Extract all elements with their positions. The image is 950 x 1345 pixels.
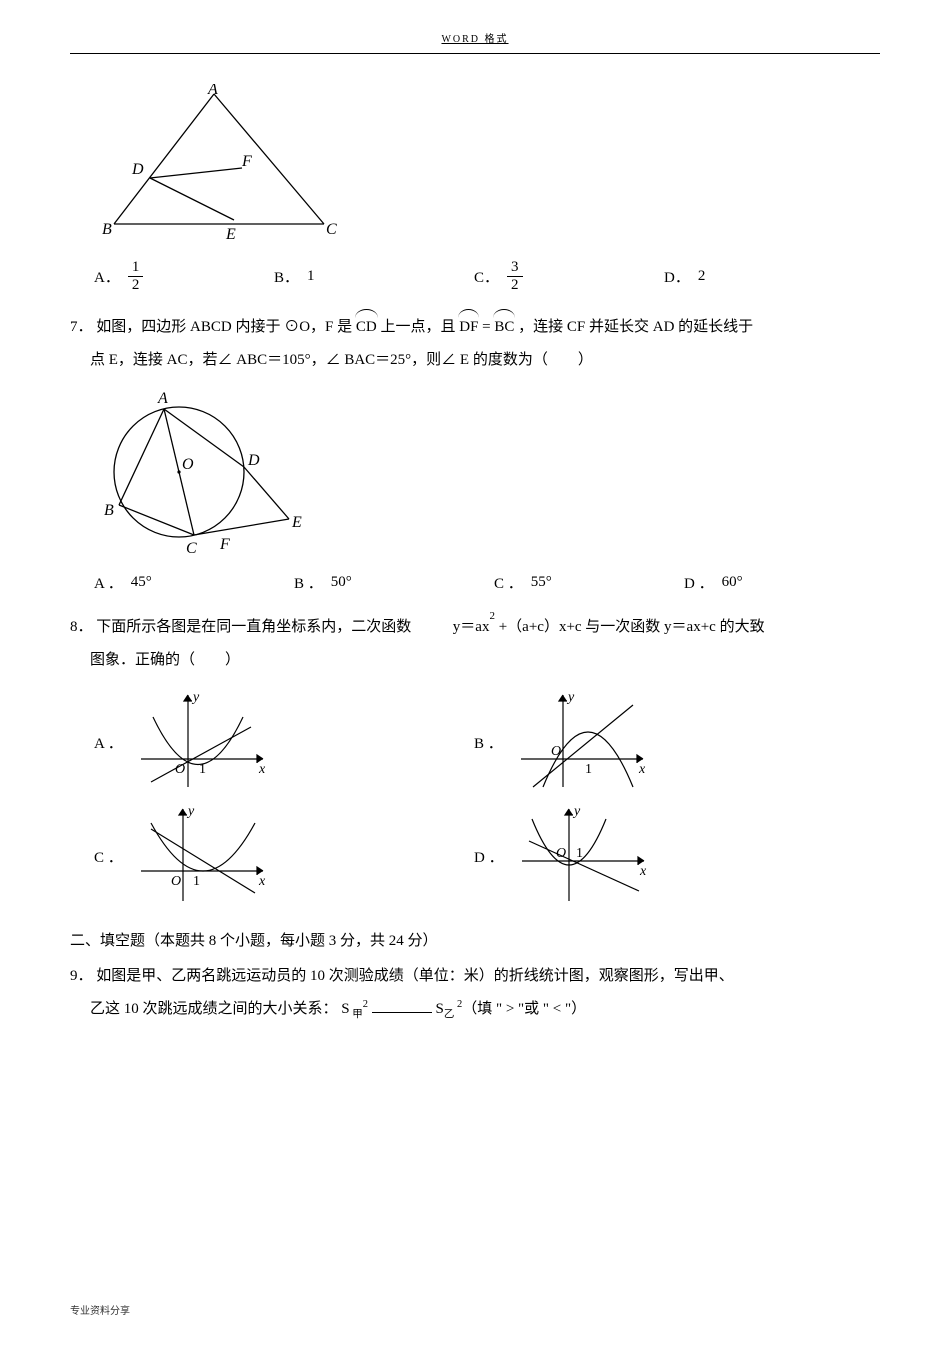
q6-opt-d-value: 2 xyxy=(698,268,706,285)
q7-pt-D: D xyxy=(247,452,260,469)
q7-opt-c-value: 55° xyxy=(531,574,552,591)
arc-bc: BC xyxy=(494,311,514,344)
q9-num: 9． xyxy=(70,968,93,984)
q9-sub2: 乙 xyxy=(444,1009,455,1020)
svg-text:x: x xyxy=(258,874,266,889)
q7-options: A ． 45° B ． 50° C ． 55° D ． 60° xyxy=(94,572,880,593)
q9-text-2d: （填 " > "或 " < "） xyxy=(462,1001,586,1017)
q6-opt-c-value: 3 2 xyxy=(507,259,523,293)
q6-options: A． 1 2 B． 1 C． 3 2 D． 2 xyxy=(94,259,880,293)
svg-text:O: O xyxy=(175,762,185,777)
svg-text:x: x xyxy=(258,762,266,777)
q7-text-1: 如图，四边形 ABCD 内接于 ⊙O，F 是 xyxy=(96,319,356,335)
q7-text-3: 点 E，连接 AC，若∠ ABC＝105°，∠ BAC＝25°，则∠ E 的度数… xyxy=(90,352,593,368)
q7-pt-E: E xyxy=(291,514,302,531)
svg-text:O: O xyxy=(556,846,566,861)
q7-pt-F: F xyxy=(219,536,230,553)
q6-opt-b-label: B． xyxy=(274,266,299,287)
pt-A: A xyxy=(207,84,218,98)
q6-opt-d-label: D． xyxy=(664,266,690,287)
svg-text:y: y xyxy=(572,804,581,819)
q7-pt-C: C xyxy=(186,540,197,557)
arc-df: DF xyxy=(459,311,478,344)
q8-num: 8． xyxy=(70,619,93,635)
q9-text-1: 如图是甲、乙两名跳远运动员的 10 次测验成绩（单位：米）的折线统计图，观察图形… xyxy=(96,968,734,984)
header-rule xyxy=(70,53,880,54)
q7-text-1b: 上一点，且 xyxy=(380,319,459,335)
q7-opt-d-label: D ． xyxy=(684,572,714,593)
q7-text-2: ，连接 CF 并延长交 AD 的延长线于 xyxy=(518,319,753,335)
svg-text:x: x xyxy=(638,762,646,777)
q8-eq-sup: 2 xyxy=(489,610,495,622)
pt-C: C xyxy=(326,221,337,238)
q8-text-2: 图象．正确的（ ） xyxy=(90,652,240,668)
svg-text:y: y xyxy=(566,690,575,705)
q8-opt-d-label: D ． xyxy=(474,846,504,867)
q8-eq-post: +（a+c）x+c 与一次函数 y＝ax+c 的大致 xyxy=(495,619,765,635)
q8-opt-a-label: A ． xyxy=(94,732,123,753)
pt-F: F xyxy=(241,153,252,170)
page-header: WORD 格式 xyxy=(70,30,880,45)
q7-pt-O: O xyxy=(182,456,194,473)
q9: 9． 如图是甲、乙两名跳远运动员的 10 次测验成绩（单位：米）的折线统计图，观… xyxy=(70,960,880,1026)
q8-opt-b-label: B ． xyxy=(474,732,503,753)
pt-D: D xyxy=(131,161,144,178)
q8-graphs-row1: A ． y x O 1 B ． xyxy=(94,687,880,797)
q8-graph-a: y x O 1 xyxy=(133,687,273,797)
svg-text:1: 1 xyxy=(199,762,206,777)
pt-E: E xyxy=(225,226,236,243)
q8-graph-c: y x O 1 xyxy=(133,801,273,911)
svg-text:y: y xyxy=(191,690,200,705)
q7-diagram: A B C D E F O xyxy=(94,387,880,562)
page-footer: 专业资料分享 xyxy=(70,1302,130,1317)
q9-text-2c: S xyxy=(432,1001,444,1017)
svg-text:O: O xyxy=(551,744,561,759)
q8-opt-c-label: C ． xyxy=(94,846,123,867)
svg-text:1: 1 xyxy=(585,762,592,777)
svg-text:1: 1 xyxy=(193,874,200,889)
q7-opt-c-label: C ． xyxy=(494,572,523,593)
q6-opt-a-label: A． xyxy=(94,266,120,287)
section-2-title: 二、填空题（本题共 8 个小题，每小题 3 分，共 24 分） xyxy=(70,929,880,950)
q9-text-2a: 乙这 10 次跳远成绩之间的大小关系： S xyxy=(90,1001,350,1017)
q7: 7． 如图，四边形 ABCD 内接于 ⊙O，F 是 CD 上一点，且 DF = … xyxy=(70,311,880,377)
q7-opt-b-value: 50° xyxy=(331,574,352,591)
pt-B: B xyxy=(102,221,112,238)
q6-opt-b-value: 1 xyxy=(307,268,315,285)
q7-pt-B: B xyxy=(104,502,114,519)
q6-opt-c-label: C． xyxy=(474,266,499,287)
svg-text:1: 1 xyxy=(576,846,583,861)
q9-blank[interactable] xyxy=(372,998,432,1013)
q7-pt-A: A xyxy=(157,390,168,407)
q6-diagram: A B C D E F xyxy=(94,84,880,249)
q8-graph-d: y x O 1 xyxy=(514,801,654,911)
q7-opt-d-value: 60° xyxy=(722,574,743,591)
q7-opt-b-label: B ． xyxy=(294,572,323,593)
q6-opt-a-value: 1 2 xyxy=(128,259,144,293)
q8-text-1: 下面所示各图是在同一直角坐标系内，二次函数 xyxy=(96,619,411,635)
q8: 8． 下面所示各图是在同一直角坐标系内，二次函数 y＝ax2 +（a+c）x+c… xyxy=(70,611,880,677)
q9-sub1: 甲 xyxy=(350,1009,363,1020)
q8-graph-b: y x O 1 xyxy=(513,687,653,797)
q7-num: 7． xyxy=(70,319,93,335)
q7-opt-a-value: 45° xyxy=(131,574,152,591)
q8-eq-pre: y＝ax xyxy=(453,619,490,635)
q7-eq: = xyxy=(482,319,494,335)
svg-text:x: x xyxy=(639,864,647,879)
arc-cd: CD xyxy=(356,311,377,344)
svg-text:O: O xyxy=(171,874,181,889)
svg-text:y: y xyxy=(186,804,195,819)
q7-opt-a-label: A ． xyxy=(94,572,123,593)
q8-graphs-row2: C ． y x O 1 D ． xyxy=(94,801,880,911)
